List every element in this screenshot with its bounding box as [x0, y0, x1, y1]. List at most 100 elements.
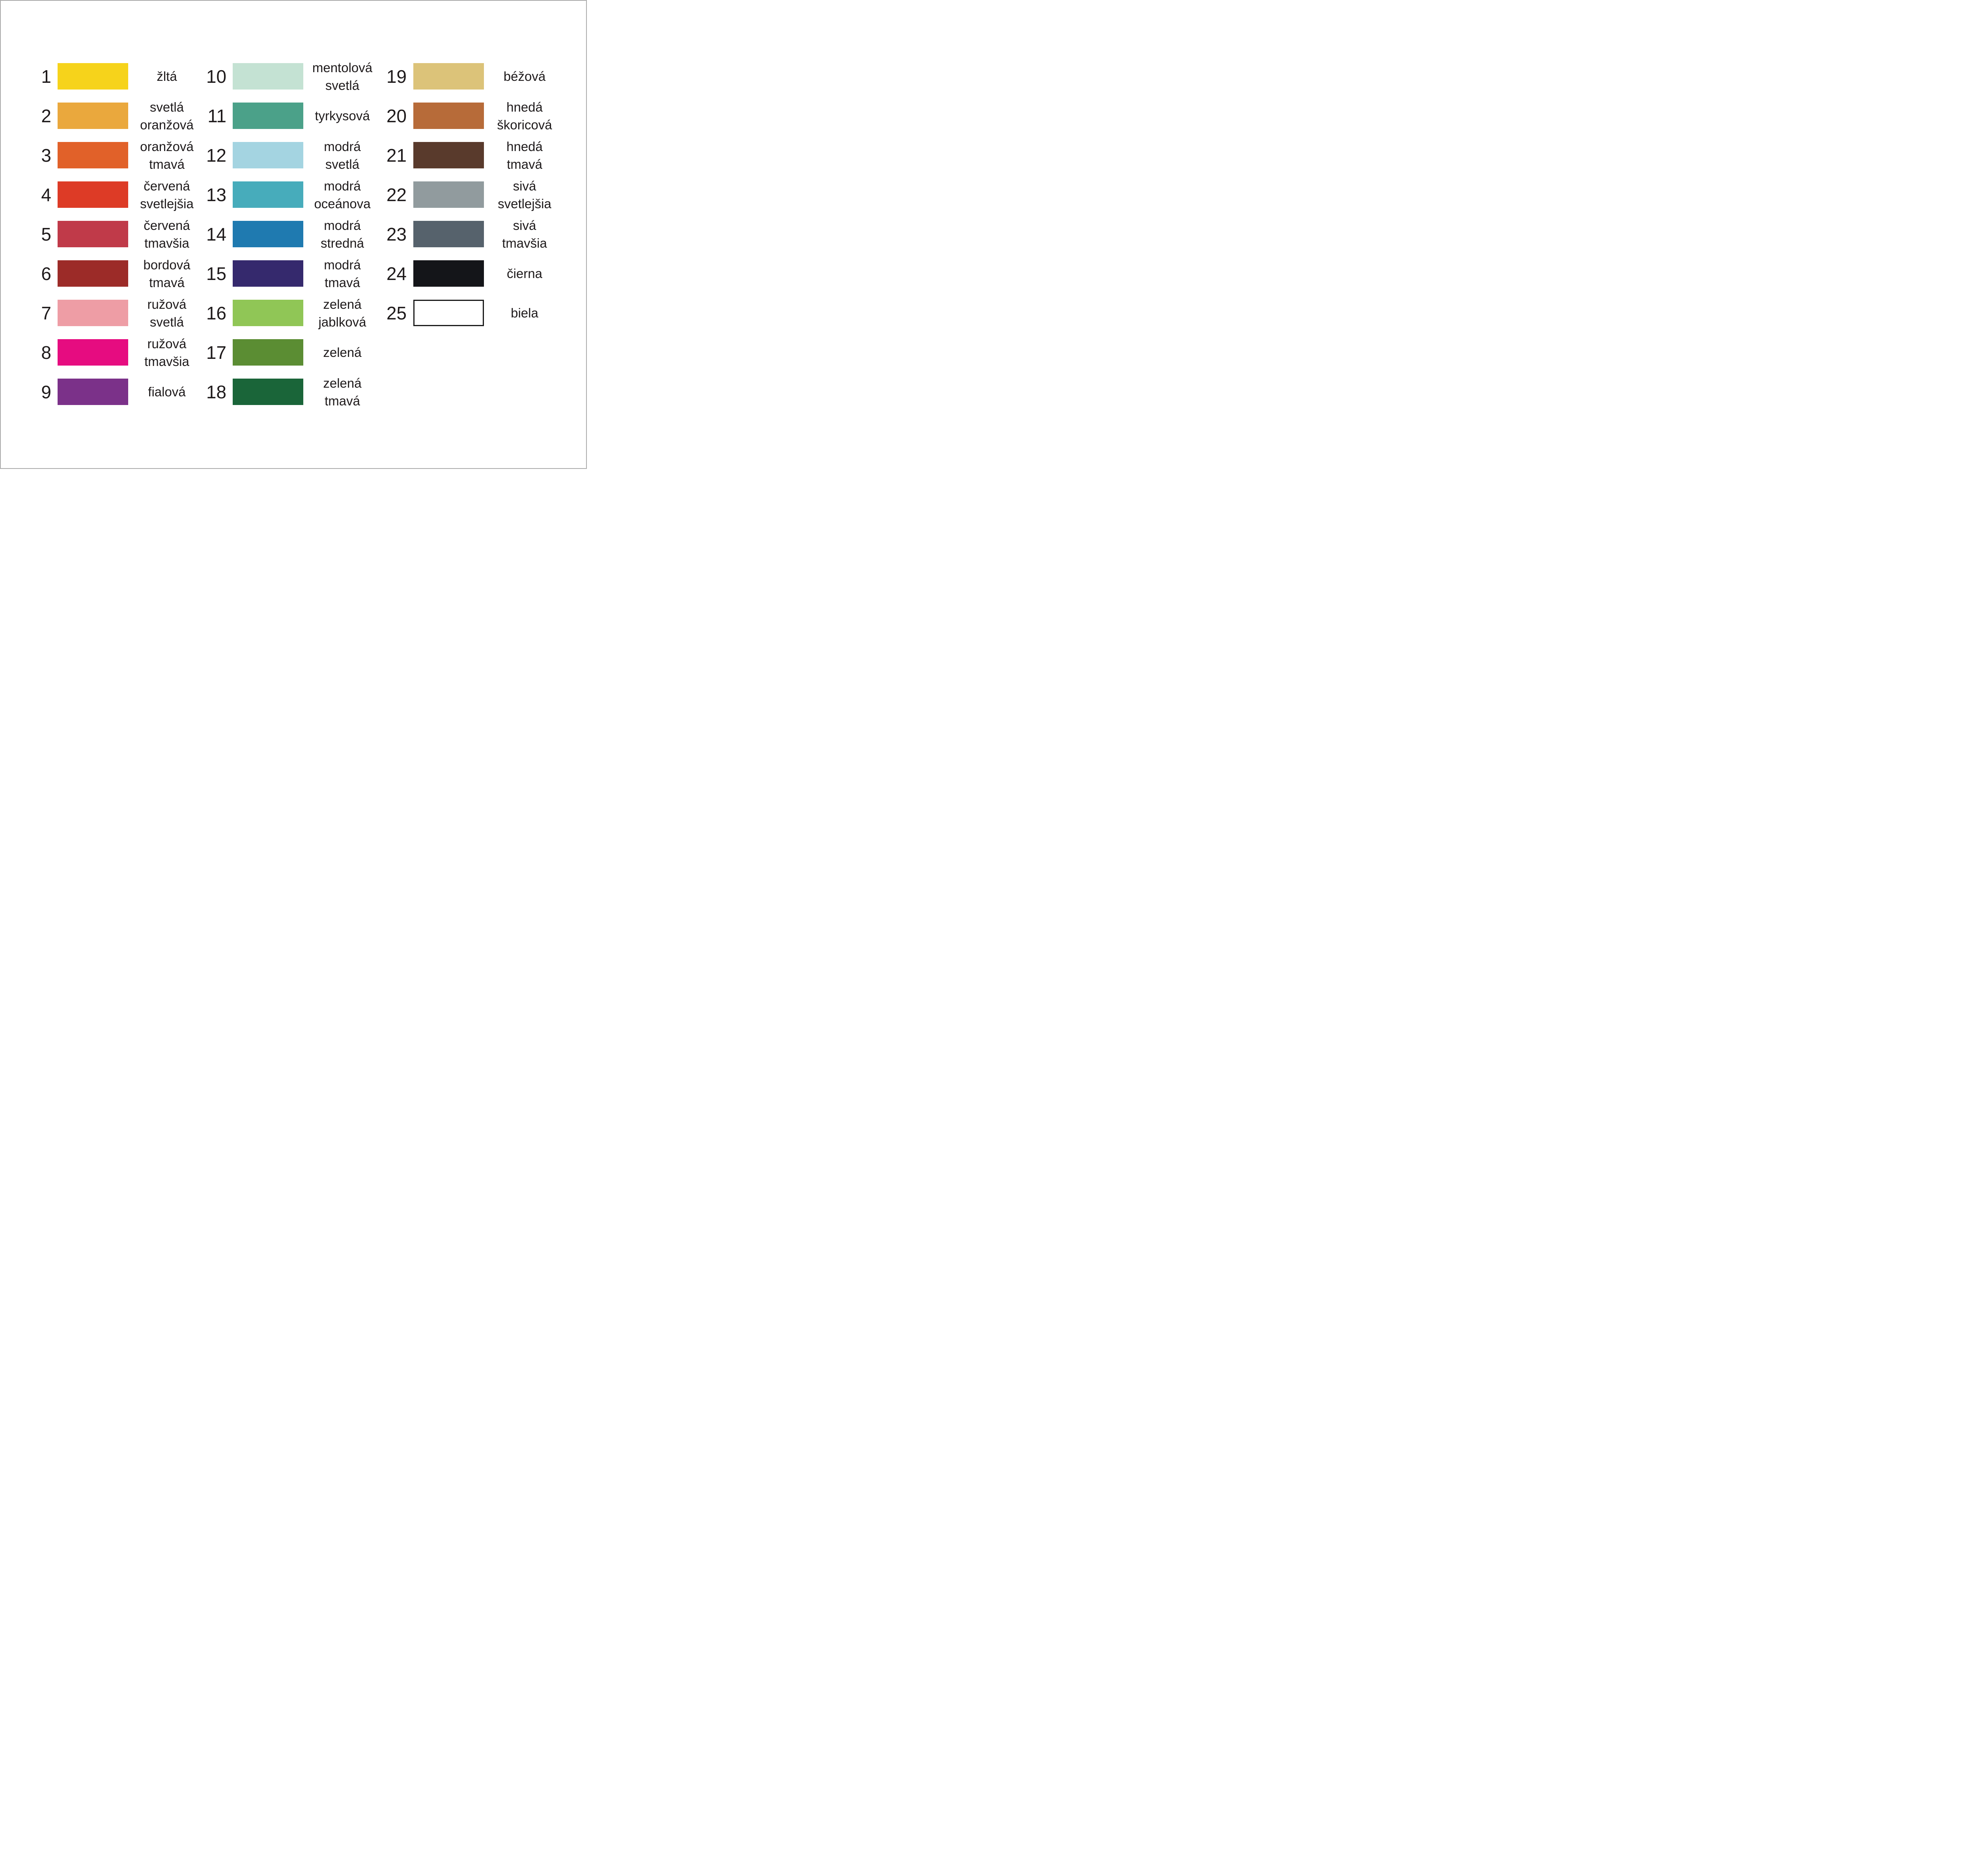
- color-name-line: svetlá: [149, 314, 184, 329]
- color-number: 25: [386, 302, 407, 323]
- color-name: zelená: [281, 332, 403, 372]
- palette-item: 4 červená svetlejšia: [1, 179, 586, 211]
- palette-item: 16 zelená jablková: [1, 297, 586, 329]
- color-name-line: oceánova: [314, 196, 371, 211]
- color-swatch: [58, 63, 128, 90]
- color-name-line: tmavá: [507, 157, 542, 172]
- palette-item: 9 fialová: [1, 379, 586, 405]
- color-swatch: [413, 221, 484, 247]
- color-swatch: [233, 142, 303, 168]
- color-name-line: modrá: [324, 257, 361, 272]
- color-swatch: [233, 63, 303, 90]
- color-number: 23: [386, 224, 407, 245]
- color-name: červená svetlejšia: [106, 175, 228, 215]
- color-name: biela: [463, 293, 586, 333]
- color-number: 18: [206, 381, 226, 402]
- color-name-line: modrá: [324, 139, 361, 154]
- color-name-line: sivá: [513, 218, 536, 233]
- color-number: 8: [41, 342, 51, 363]
- color-number: 13: [206, 184, 226, 205]
- color-name-line: žltá: [157, 69, 177, 84]
- color-swatch: [233, 339, 303, 366]
- palette-item: 14 modrá stredná: [1, 218, 586, 250]
- color-swatch: [233, 260, 303, 287]
- color-swatch: [413, 260, 484, 287]
- palette-item: 5 červená tmavšia: [1, 218, 586, 250]
- color-name-line: sivá: [513, 178, 536, 193]
- color-name-line: oranžová: [140, 139, 194, 154]
- color-name-line: zelená: [323, 297, 362, 312]
- color-name-line: tmavá: [149, 157, 185, 172]
- palette-item: 15 modrá tmavá: [1, 258, 586, 290]
- palette-item: 21 hnedá tmavá: [1, 139, 586, 172]
- color-name: zelená tmavá: [281, 372, 403, 412]
- color-number: 22: [386, 184, 407, 205]
- color-name: modrá stredná: [281, 214, 403, 254]
- color-name: modrá svetlá: [281, 135, 403, 175]
- color-number: 10: [206, 66, 226, 87]
- color-name-line: červená: [144, 218, 190, 233]
- color-number: 15: [206, 263, 226, 284]
- palette-item: 20 hnedá škoricová: [1, 100, 586, 132]
- color-name-line: tmavá: [325, 393, 360, 408]
- color-name: červená tmavšia: [106, 214, 228, 254]
- palette-item: 23 sivá tmavšia: [1, 218, 586, 250]
- color-name-line: tmavšia: [144, 354, 189, 369]
- color-swatch: [58, 142, 128, 168]
- color-number: 2: [41, 105, 51, 126]
- color-name-line: jablková: [318, 314, 366, 329]
- color-name-line: fialová: [148, 385, 186, 399]
- color-name: ružová svetlá: [106, 293, 228, 333]
- color-number: 17: [206, 342, 226, 363]
- palette-item: 11 tyrkysová: [1, 103, 586, 129]
- color-number: 4: [41, 184, 51, 205]
- color-name-line: modrá: [324, 178, 361, 193]
- color-name-line: béžová: [503, 69, 546, 84]
- color-swatch: [233, 300, 303, 326]
- palette-item: 8 ružová tmavšia: [1, 336, 586, 369]
- color-name: modrá tmavá: [281, 254, 403, 293]
- color-name: čierna: [463, 254, 586, 293]
- color-name: ružová tmavšia: [106, 332, 228, 372]
- color-swatch: [58, 339, 128, 366]
- color-swatch: [413, 300, 484, 326]
- color-name-line: ružová: [147, 297, 187, 312]
- color-name-line: červená: [144, 178, 190, 193]
- color-swatch: [413, 63, 484, 90]
- color-name: fialová: [106, 372, 228, 412]
- color-palette-chart: 1 žltá 2 svetlá oranžová 3 oranžová tmavá 4 červe…: [0, 0, 587, 469]
- palette-item: 2 svetlá oranžová: [1, 100, 586, 132]
- color-name-line: ružová: [147, 336, 187, 351]
- palette-item: 7 ružová svetlá: [1, 297, 586, 329]
- color-swatch: [58, 103, 128, 129]
- palette-item: 12 modrá svetlá: [1, 139, 586, 172]
- color-number: 16: [206, 302, 226, 323]
- color-number: 9: [41, 381, 51, 402]
- color-name: sivá tmavšia: [463, 214, 586, 254]
- color-number: 5: [41, 224, 51, 245]
- color-number: 7: [41, 302, 51, 323]
- palette-item: 17 zelená: [1, 339, 586, 366]
- color-number: 6: [41, 263, 51, 284]
- color-name-line: svetlá: [149, 99, 184, 114]
- color-name-line: mentolová: [312, 60, 373, 75]
- color-name: bordová tmavá: [106, 254, 228, 293]
- color-name: hnedá tmavá: [463, 135, 586, 175]
- color-swatch: [413, 142, 484, 168]
- color-swatch: [233, 221, 303, 247]
- color-swatch: [233, 103, 303, 129]
- color-name: béžová: [463, 56, 586, 96]
- color-name-line: čierna: [507, 266, 542, 281]
- palette-item: 25 biela: [1, 300, 586, 326]
- color-name-line: tmavšia: [144, 235, 189, 250]
- color-number: 14: [206, 224, 226, 245]
- palette-item: 6 bordová tmavá: [1, 258, 586, 290]
- color-name-line: modrá: [324, 218, 361, 233]
- color-name-line: hnedá: [506, 99, 543, 114]
- color-number: 11: [207, 105, 226, 126]
- color-swatch: [413, 181, 484, 208]
- color-name-line: tmavšia: [502, 235, 547, 250]
- color-name: mentolová svetlá: [281, 56, 403, 96]
- color-swatch: [233, 181, 303, 208]
- color-swatch: [58, 221, 128, 247]
